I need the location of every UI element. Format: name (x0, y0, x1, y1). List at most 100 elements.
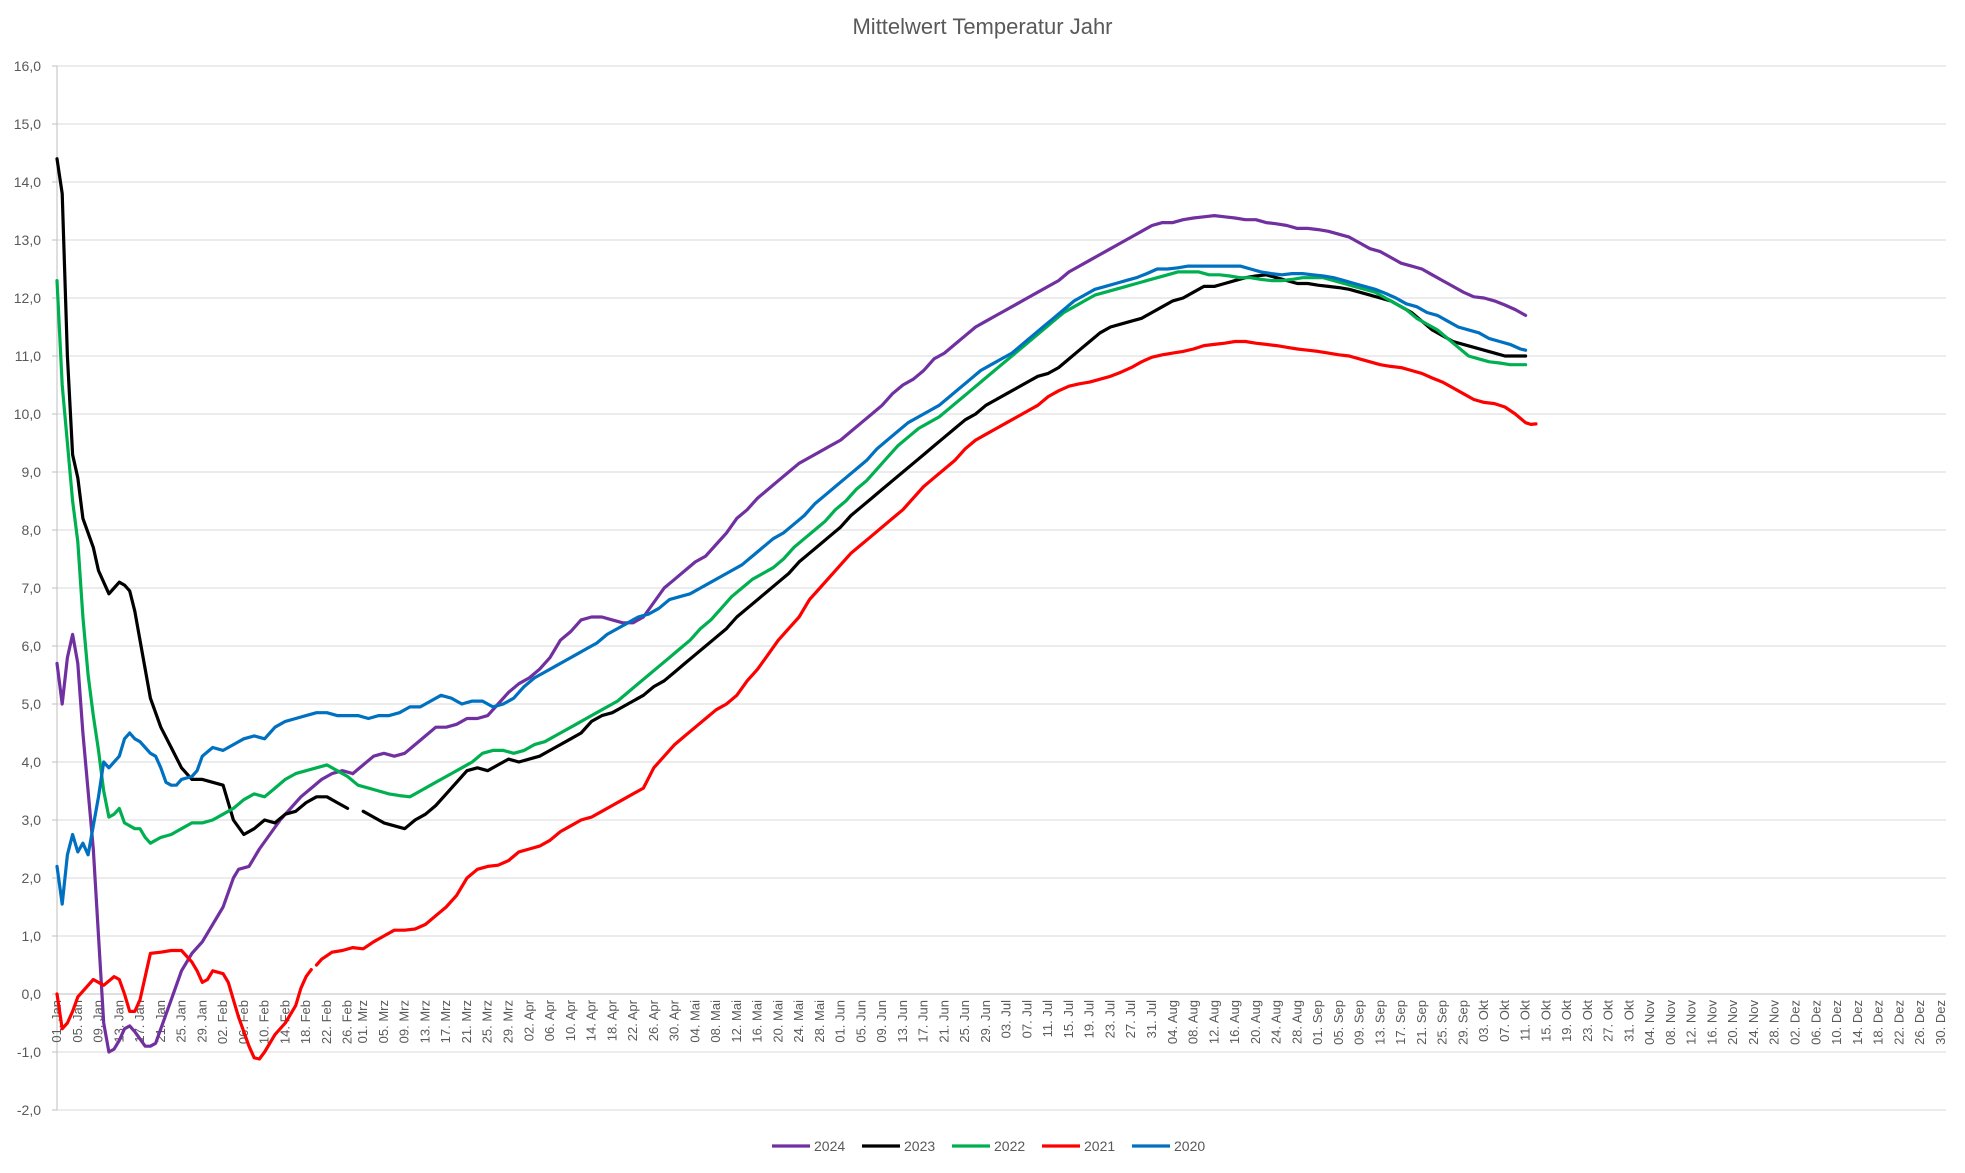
x-tick-label: 05. Mrz (376, 1000, 391, 1043)
x-tick-label: 01. Sep (1310, 1000, 1325, 1045)
x-tick-label: 15. Okt (1538, 1000, 1553, 1042)
y-tick-label: 15,0 (14, 116, 41, 132)
x-tick-label: 29. Sep (1455, 1000, 1470, 1045)
x-tick-label: 18. Dez (1871, 1000, 1886, 1045)
y-tick-label: 11,0 (15, 348, 41, 364)
x-tick-label: 28. Aug (1289, 1000, 1304, 1044)
x-tick-label: 19. Jul (1082, 1000, 1097, 1038)
x-tick-label: 09. Jun (874, 1000, 889, 1043)
x-tick-label: 11. Okt (1518, 1000, 1533, 1041)
x-tick-label: 17. Jun (916, 1000, 931, 1043)
y-tick-label: 13,0 (14, 232, 41, 248)
x-tick-label: 17. Mrz (438, 1000, 453, 1043)
x-tick-label: 04. Nov (1642, 1000, 1657, 1045)
x-tick-label: 03. Jul (999, 1000, 1014, 1038)
y-tick-label: 16,0 (14, 58, 41, 74)
x-tick-label: 02. Feb (215, 1000, 230, 1044)
x-tick-label: 04. Aug (1165, 1000, 1180, 1044)
x-tick-label: 06. Feb (236, 1000, 251, 1044)
x-tick-label: 09. Sep (1352, 1000, 1367, 1045)
x-tick-label: 20. Nov (1725, 1000, 1740, 1045)
x-tick-label: 15. Jul (1061, 1000, 1076, 1038)
y-tick-label: 8,0 (22, 522, 42, 538)
x-tick-label: 24. Aug (1269, 1000, 1284, 1044)
y-tick-label: 10,0 (14, 406, 41, 422)
legend-label-2021: 2021 (1084, 1138, 1115, 1154)
x-tick-label: 02. Apr (521, 999, 536, 1041)
x-tick-label: 19. Okt (1559, 1000, 1574, 1042)
x-tick-label: 20. Aug (1248, 1000, 1263, 1044)
x-tick-label: 07. Jul (1019, 1000, 1034, 1038)
x-tick-label: 10. Feb (257, 1000, 272, 1044)
x-tick-label: 21. Jun (936, 1000, 951, 1043)
x-tick-label: 14. Apr (584, 999, 599, 1041)
x-tick-label: 08. Aug (1186, 1000, 1201, 1044)
x-tick-label: 27. Okt (1601, 1000, 1616, 1042)
x-tick-label: 16. Mai (750, 1000, 765, 1043)
y-tick-label: 6,0 (22, 638, 42, 654)
y-tick-label: -2,0 (17, 1102, 41, 1118)
x-tick-label: 07. Okt (1497, 1000, 1512, 1042)
x-tick-label: 24. Nov (1746, 1000, 1761, 1045)
y-tick-label: 14,0 (14, 174, 41, 190)
x-tick-label: 04. Mai (687, 1000, 702, 1043)
x-tick-label: 26. Apr (646, 999, 661, 1041)
x-tick-label: 29. Jun (978, 1000, 993, 1043)
x-tick-label: 05. Jun (853, 1000, 868, 1043)
series-line-2024 (55, 632, 355, 1054)
x-tick-label: 09. Mrz (397, 1000, 412, 1043)
x-tick-label: 26. Feb (340, 1000, 355, 1044)
x-tick-label: 29. Jan (194, 1000, 209, 1043)
y-tick-label: 4,0 (22, 754, 42, 770)
x-tick-label: 02. Dez (1788, 1000, 1803, 1045)
x-tick-label: 18. Apr (604, 999, 619, 1041)
y-tick-label: 12,0 (14, 290, 41, 306)
x-tick-label: 17. Sep (1393, 1000, 1408, 1045)
x-tick-label: 14. Dez (1850, 1000, 1865, 1045)
x-tick-label: 31. Okt (1621, 1000, 1636, 1042)
x-tick-label: 22. Apr (625, 999, 640, 1041)
x-tick-label: 28. Mai (812, 1000, 827, 1043)
x-tick-label: 05. Sep (1331, 1000, 1346, 1045)
x-tick-label: 08. Nov (1663, 1000, 1678, 1045)
x-tick-label: 29. Mrz (500, 1000, 515, 1043)
series-line-2022 (55, 270, 1528, 845)
series-line-2021 (314, 339, 1538, 967)
series-line-2021 (55, 948, 313, 1061)
x-tick-label: 25. Mrz (480, 1000, 495, 1043)
x-tick-label: 24. Mai (791, 1000, 806, 1043)
x-tick-label: 16. Nov (1704, 1000, 1719, 1045)
x-tick-label: 21. Mrz (459, 1000, 474, 1043)
x-tick-label: 23. Jul (1102, 1000, 1117, 1038)
x-tick-label: 13. Jan (111, 1000, 126, 1043)
x-tick-label: 30. Dez (1933, 1000, 1948, 1045)
series-line-2024 (351, 214, 1528, 776)
x-tick-label: 05. Jan (70, 1000, 85, 1043)
y-tick-label: 5,0 (22, 696, 42, 712)
x-tick-label: 06. Apr (542, 999, 557, 1041)
y-tick-label: 1,0 (22, 928, 42, 944)
x-tick-label: 22. Feb (319, 1000, 334, 1044)
x-tick-label: 25. Jan (174, 1000, 189, 1043)
series-line-2020 (55, 264, 1528, 906)
y-tick-label: 9,0 (22, 464, 42, 480)
legend-label-2024: 2024 (814, 1138, 845, 1154)
x-tick-label: 30. Apr (667, 999, 682, 1041)
x-tick-label: 11. Jul (1040, 1000, 1055, 1037)
x-tick-label: 13. Sep (1372, 1000, 1387, 1045)
x-tick-label: 12. Mai (729, 1000, 744, 1043)
x-tick-label: 23. Okt (1580, 1000, 1595, 1042)
x-tick-label: 28. Nov (1767, 1000, 1782, 1045)
x-tick-label: 16. Aug (1227, 1000, 1242, 1044)
x-tick-label: 27. Jul (1123, 1000, 1138, 1038)
x-tick-label: 03. Okt (1476, 1000, 1491, 1042)
legend-label-2022: 2022 (994, 1138, 1025, 1154)
legend-label-2020: 2020 (1174, 1138, 1205, 1154)
x-tick-label: 13. Jun (895, 1000, 910, 1043)
y-tick-label: 3,0 (22, 812, 42, 828)
x-tick-label: 06. Dez (1808, 1000, 1823, 1045)
x-tick-label: 21. Sep (1414, 1000, 1429, 1045)
y-tick-label: 0,0 (22, 986, 42, 1002)
